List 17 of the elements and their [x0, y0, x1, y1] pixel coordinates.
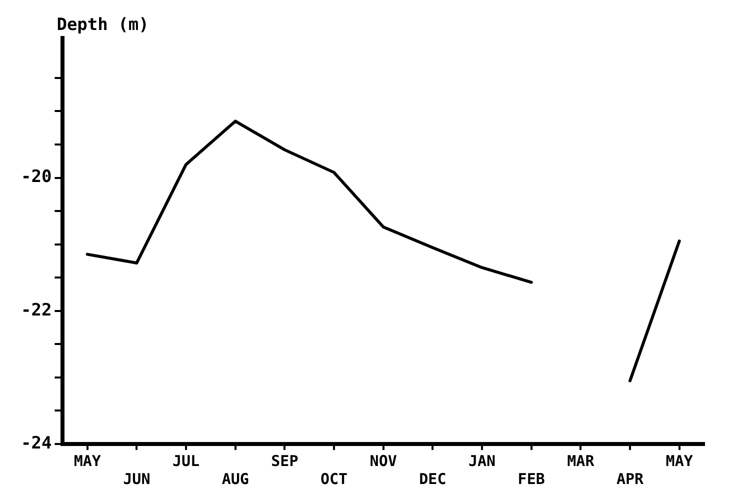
x-tick-label: FEB — [518, 470, 545, 488]
y-axis-title: Depth (m) — [56, 14, 149, 35]
x-tick-label: NOV — [370, 452, 397, 470]
x-tick-label: AUG — [222, 470, 249, 488]
x-tick-label: DEC — [419, 470, 446, 488]
x-tick-label: APR — [616, 470, 645, 488]
y-tick-label: -20 — [20, 167, 52, 188]
x-tick-label: OCT — [320, 470, 348, 488]
x-tick-label: JUN — [123, 470, 150, 488]
x-tick-label: MAY — [74, 452, 101, 470]
x-tick-label: JUL — [172, 452, 200, 470]
y-tick-label: -22 — [20, 300, 52, 320]
y-tick-label: -24 — [20, 433, 52, 454]
x-tick-label: JAN — [468, 452, 496, 470]
x-tick-label: SEP — [271, 452, 298, 470]
x-tick-label: MAR — [567, 452, 596, 470]
x-tick-label: MAY — [666, 452, 693, 470]
